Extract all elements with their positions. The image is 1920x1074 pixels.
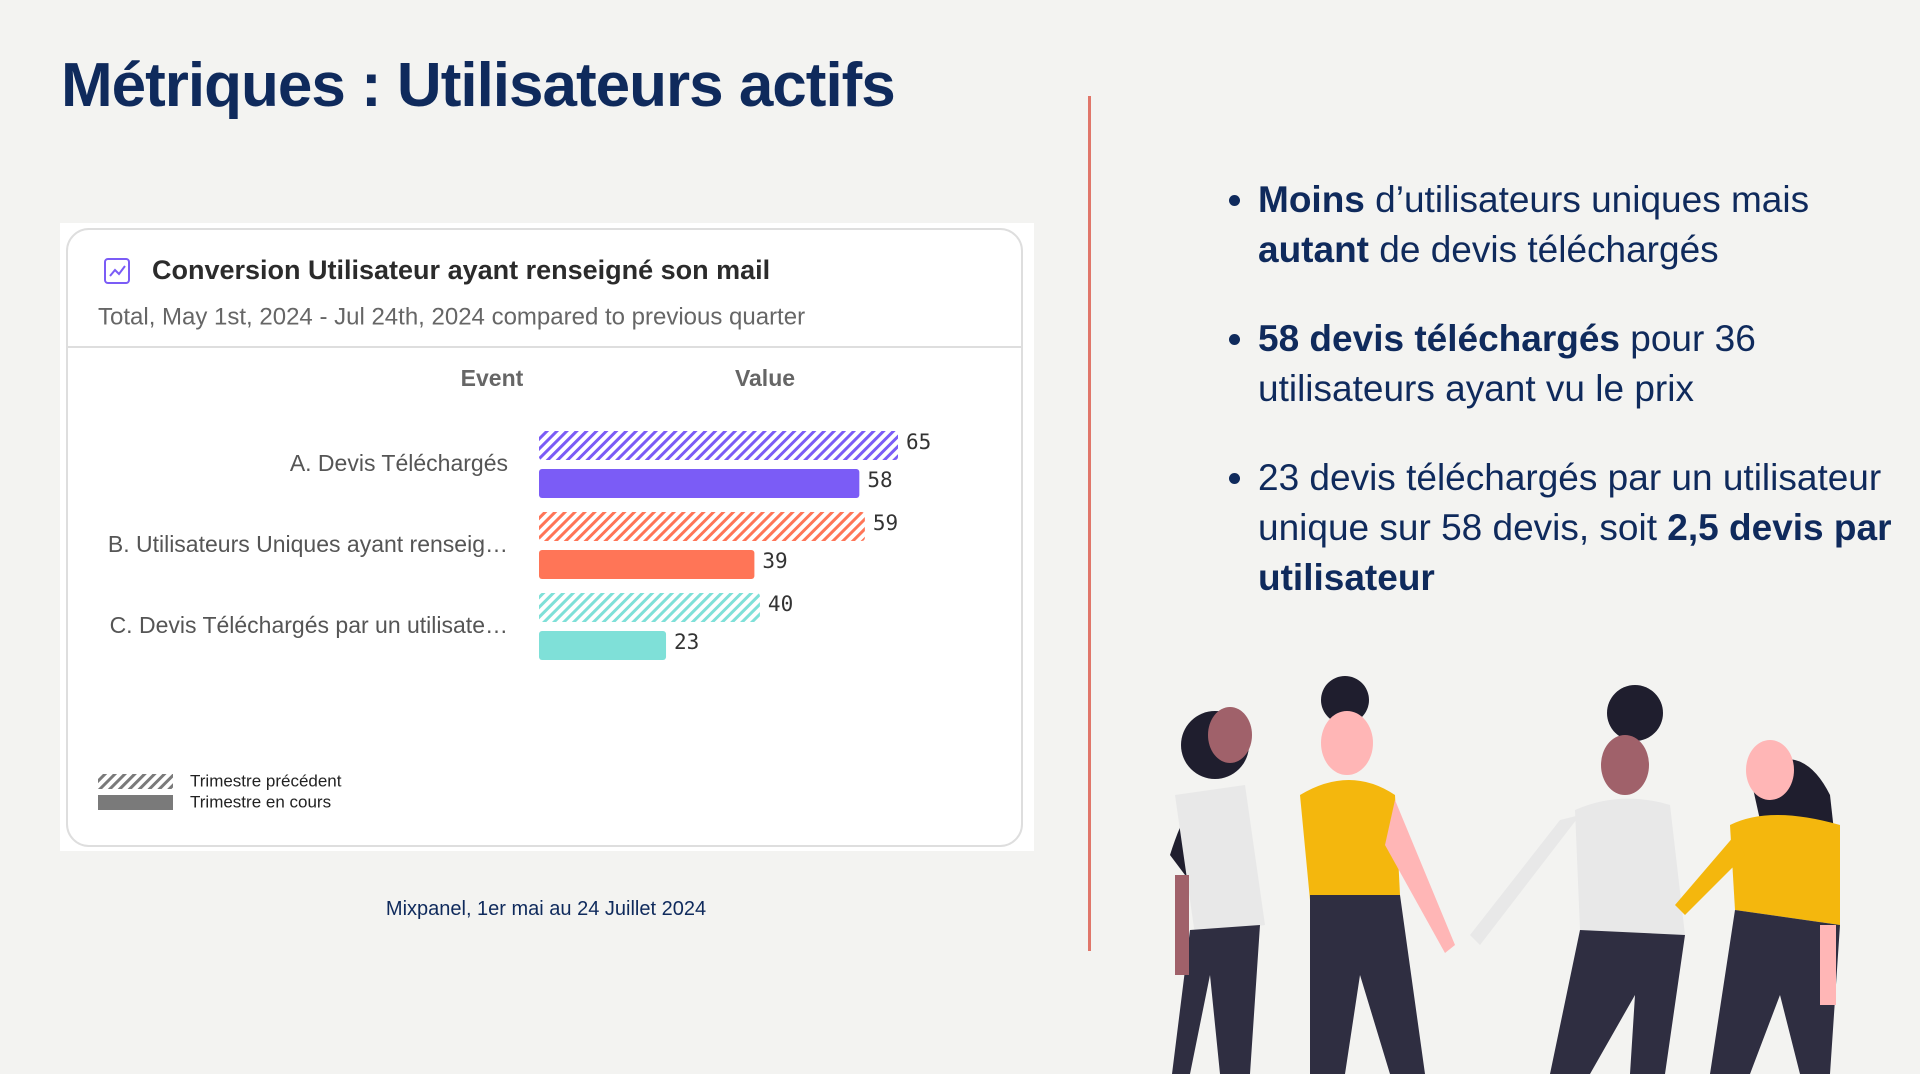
column-header: Value	[735, 365, 795, 391]
bar	[539, 550, 755, 579]
bar	[539, 469, 860, 498]
legend-swatch	[98, 774, 173, 789]
bullet-text: de devis téléchargés	[1369, 229, 1719, 270]
legend-swatch	[98, 795, 173, 810]
value-label: 39	[762, 549, 787, 573]
legend-label: Trimestre précédent	[190, 771, 342, 790]
bullet-text: Moins	[1258, 179, 1365, 220]
legend-label: Trimestre en cours	[190, 792, 331, 811]
bullet-text: pour 36 utilisateurs ayant vu le prix	[1258, 318, 1756, 409]
value-label: 40	[768, 592, 793, 616]
bullet-text: d’utilisateurs uniques mais	[1364, 179, 1810, 220]
bullet: Moins d’utilisateurs uniques mais autant…	[1258, 175, 1918, 275]
person	[1470, 685, 1685, 1074]
bullet: 58 devis téléchargés pour 36 utilisateur…	[1258, 314, 1918, 414]
divider	[1088, 96, 1091, 951]
slide-title: Métriques : Utilisateurs actifs	[61, 51, 896, 120]
person	[1675, 740, 1840, 1074]
bar	[539, 593, 760, 622]
value-label: 58	[867, 468, 892, 492]
bar	[539, 431, 898, 460]
bar	[539, 631, 667, 660]
bar	[539, 512, 865, 541]
value-label: 65	[906, 430, 931, 454]
caption: Mixpanel, 1er mai au 24 Juillet 2024	[385, 898, 707, 920]
chart: Conversion Utilisateur ayant renseigné s…	[60, 223, 1034, 851]
bullet-text: 2,5 devis par utilisateur	[1258, 507, 1892, 598]
bullet-text: autant	[1258, 229, 1369, 270]
value-label: 59	[873, 511, 898, 535]
illustration	[1170, 676, 1840, 1074]
bullet-list: Moins d’utilisateurs uniques mais autant…	[1220, 175, 1918, 642]
person	[1170, 707, 1265, 1074]
chart-icon	[104, 258, 130, 284]
column-header: Event	[461, 365, 524, 391]
value-label: 23	[674, 630, 699, 654]
category-label: C. Devis Téléchargés par un utilisate…	[110, 612, 508, 638]
category-label: B. Utilisateurs Uniques ayant renseig…	[108, 531, 508, 557]
bullet: 23 devis téléchargés par un utilisateur …	[1258, 453, 1918, 603]
chart-subtitle: Total, May 1st, 2024 - Jul 24th, 2024 co…	[98, 303, 805, 330]
chart-title: Conversion Utilisateur ayant renseigné s…	[152, 255, 770, 285]
category-label: A. Devis Téléchargés	[290, 450, 508, 476]
person	[1300, 676, 1455, 1074]
bullet-text: 23 devis téléchargés par un utilisateur …	[1258, 457, 1882, 548]
bullet-text: 58 devis téléchargés	[1258, 318, 1620, 359]
